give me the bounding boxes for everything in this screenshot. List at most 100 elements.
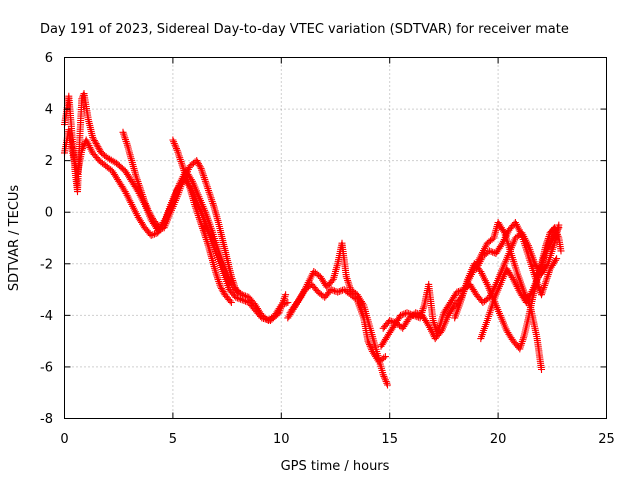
data-point-markers [65,126,77,157]
data-point-markers [267,310,282,324]
data-point-markers [364,337,376,354]
data-point-markers [466,280,479,297]
chart-title: Day 191 of 2023, Sidereal Day-to-day VTE… [40,22,569,37]
data-point-markers [178,159,189,178]
data-point-markers [84,115,96,139]
data-point-markers [132,172,144,191]
x-axis-label: GPS time / hours [281,459,390,474]
data-point-markers [238,296,251,306]
series-track-k [472,219,561,299]
data-point-markers [418,311,432,328]
data-point-markers [82,136,96,155]
data-point-markers [199,226,211,245]
series-track-c [119,128,242,296]
data-point-markers [119,128,131,147]
data-point-markers [544,241,558,268]
data-point-markers [511,219,525,238]
data-point-markers [440,300,453,317]
data-point-markers [227,280,242,296]
data-point-markers [121,167,135,184]
axis-ticks [64,57,607,419]
data-point-markers [286,298,302,317]
x-tick-label: 0 [60,432,68,447]
data-point-markers [509,275,523,294]
data-point-markers [199,213,213,237]
data-point-markers [438,313,451,335]
data-point-markers [498,228,512,247]
series-track-i [451,224,565,353]
data-point-markers [195,213,207,232]
data-point-markers [353,296,367,320]
data-point-markers [186,185,198,206]
data-point-markers [444,303,458,319]
data-point-markers [323,277,336,291]
data-point-markers [212,270,224,289]
data-point-markers [195,193,209,214]
y-tick-label: -8 [40,412,53,427]
data-point-markers [173,146,185,165]
data-point-markers [472,254,486,273]
data-point-markers [522,287,536,306]
data-point-markers [453,286,466,296]
series-track-e [284,239,391,389]
data-point-markers [193,157,204,171]
data-point-markers [89,133,100,148]
data-point-markers [366,324,380,353]
data-point-markers [340,286,353,297]
y-tick-label: -6 [40,360,53,375]
data-point-markers [221,291,235,306]
data-point-markers [492,267,506,288]
data-point-markers [525,295,536,322]
data-point-markers [483,235,496,247]
y-tick-label: 2 [45,154,53,169]
data-point-markers [498,251,512,273]
data-point-markers [95,157,108,168]
data-point-markers [197,164,209,183]
data-point-markers [514,270,527,294]
data-point-markers [93,141,104,155]
data-point-markers [76,97,86,144]
x-tick-label: 15 [381,432,398,447]
data-point-markers [446,290,460,306]
y-tick-label: -2 [40,257,53,272]
data-point-markers [251,306,264,320]
y-tick-label: 4 [45,103,53,118]
data-point-markers [206,231,219,255]
data-point-markers [425,280,437,322]
data-point-markers [542,231,553,250]
data-point-markers [483,298,497,324]
data-point-markers [147,230,160,239]
data-point-markers [525,252,538,279]
data-point-markers [74,148,85,177]
data-point-markers [347,291,360,303]
data-point-markers [405,310,418,322]
data-point-markers [507,250,521,276]
data-point-markers [477,268,490,287]
data-point-markers [457,277,471,304]
x-tick-label: 5 [169,432,177,447]
data-point-markers [310,268,323,279]
data-point-markers [347,286,360,297]
data-point-markers [201,177,213,196]
data-point-markers [245,293,258,307]
data-point-markers [329,262,341,283]
data-point-markers [212,250,226,273]
data-point-markers [182,172,194,191]
data-point-markers [551,224,563,239]
series-track-f [286,280,389,366]
series-track-a [61,90,292,324]
data-point-markers [377,334,390,350]
data-point-markers [128,177,141,194]
y-axis-label: SDTVAR / TECUs [7,185,22,292]
data-point-markers [295,287,308,304]
data-point-markers [384,323,397,340]
data-points [61,90,565,389]
data-point-markers [221,265,235,286]
data-point-markers [399,316,412,332]
data-point-markers [78,91,87,103]
data-point-markers [191,201,202,219]
data-point-markers [210,203,222,225]
data-point-markers [141,198,152,214]
data-point-markers [108,167,122,184]
